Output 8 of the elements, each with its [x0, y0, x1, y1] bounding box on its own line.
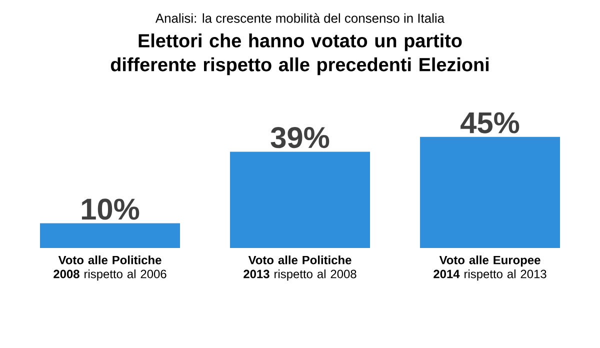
data-label: 39%: [270, 126, 330, 148]
x-tick-label: Voto alle Politiche 2008 rispetto al 2006: [54, 256, 166, 281]
data-label: 10%: [82, 198, 140, 220]
chart-title: Elettori che hanno votato un partito differente rispetto alle precedenti Elezioni: [110, 34, 489, 76]
data-label: 45%: [460, 112, 520, 134]
x-tick-label: Voto alle Europee 2014 rispetto al 2013: [434, 256, 546, 281]
chart-subtitle: Analisi: la crescente mobilità del consenso in Italia: [155, 13, 445, 23]
x-tick-label: Voto alle Politiche 2013 rispetto al 2008: [244, 256, 356, 281]
